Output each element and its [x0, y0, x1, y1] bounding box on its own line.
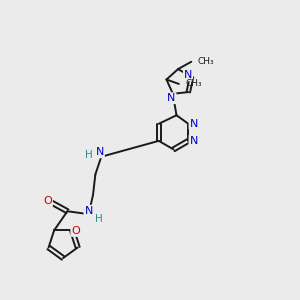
Text: O: O: [71, 226, 80, 236]
Text: N: N: [167, 93, 176, 103]
Text: H: H: [85, 150, 93, 160]
Text: H: H: [95, 214, 103, 224]
Text: N: N: [96, 147, 104, 157]
Text: N: N: [84, 206, 93, 216]
Text: CH₃: CH₃: [198, 57, 214, 66]
Text: O: O: [43, 196, 52, 206]
Text: N: N: [190, 136, 198, 146]
Text: CH₃: CH₃: [185, 80, 202, 88]
Text: N: N: [190, 119, 198, 129]
Text: N: N: [184, 70, 192, 80]
